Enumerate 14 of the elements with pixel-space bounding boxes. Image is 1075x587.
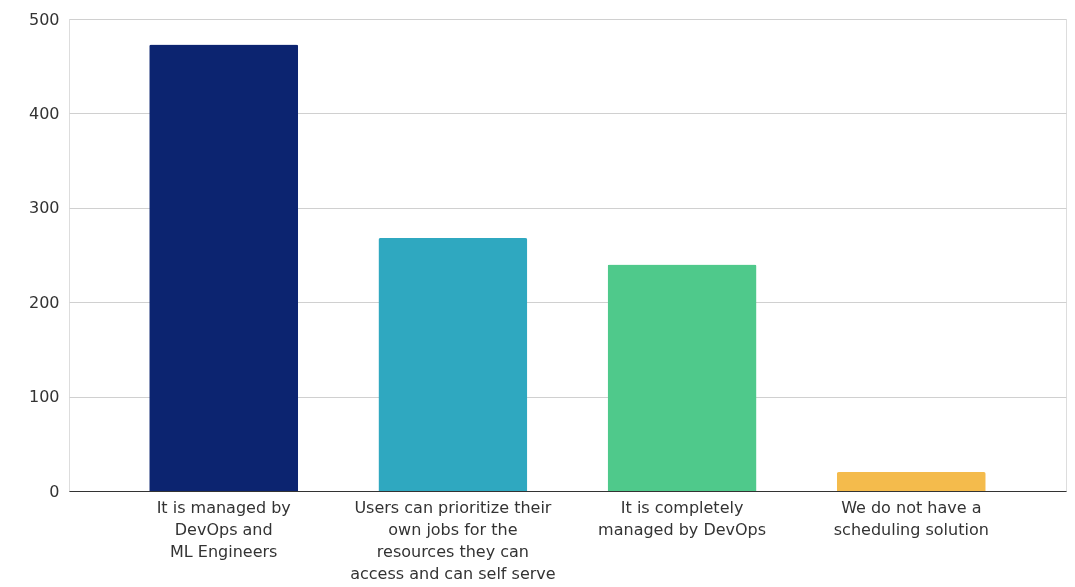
- x-tick-label: It is managed by DevOps and ML Engineers: [156, 497, 291, 561]
- y-tick-label: 0: [49, 481, 60, 501]
- y-tick-label: 400: [28, 103, 60, 123]
- bar: [378, 238, 528, 491]
- y-tick-label: 100: [28, 387, 60, 407]
- x-tick-label: We do not have a scheduling solution: [833, 497, 989, 539]
- y-tick-label: 200: [28, 292, 60, 312]
- x-tick-label: Users can prioritize their own jobs for the resources they can access and can self serve: [350, 497, 556, 583]
- y-tick-label: 500: [28, 9, 60, 29]
- bar: [836, 472, 986, 491]
- y-tick-label: 300: [28, 198, 60, 218]
- x-tick-label: It is completely managed by DevOps: [598, 497, 767, 539]
- bar: [607, 264, 757, 491]
- bar: [149, 44, 299, 491]
